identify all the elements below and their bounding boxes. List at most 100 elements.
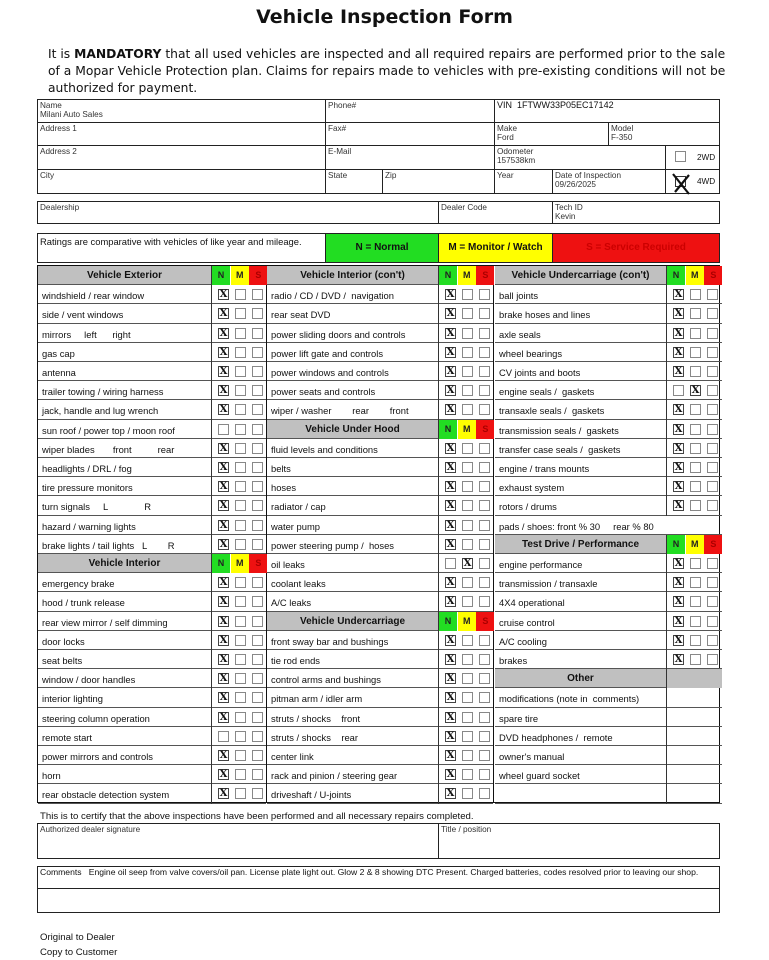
rating-checkbox-n[interactable]: X bbox=[445, 711, 456, 723]
rating-checkbox-m[interactable] bbox=[462, 654, 473, 665]
rating-checkbox-m[interactable] bbox=[462, 327, 473, 339]
rating-checkbox-m[interactable] bbox=[235, 730, 246, 742]
rating-checkbox-m[interactable] bbox=[235, 366, 246, 377]
rating-checkbox-s[interactable] bbox=[707, 404, 718, 416]
rating-checkbox-s[interactable] bbox=[252, 481, 263, 493]
rating-checkbox-n[interactable]: X bbox=[673, 327, 684, 339]
rating-checkbox-n[interactable]: X bbox=[673, 596, 684, 608]
rating-checkbox-m[interactable] bbox=[235, 481, 246, 493]
rating-checkbox-m[interactable] bbox=[462, 769, 473, 781]
rating-checkbox-n[interactable]: X bbox=[218, 308, 229, 320]
make-field[interactable]: Make Ford bbox=[494, 122, 609, 146]
signature-field[interactable]: Authorized dealer signature bbox=[37, 823, 439, 859]
rating-checkbox-m[interactable] bbox=[462, 634, 473, 646]
rating-checkbox-m[interactable] bbox=[462, 538, 473, 550]
rating-checkbox-n[interactable]: X bbox=[445, 750, 456, 761]
rating-checkbox-s[interactable] bbox=[252, 596, 263, 608]
rating-checkbox-n[interactable]: X bbox=[445, 519, 456, 531]
rating-checkbox-m[interactable] bbox=[690, 404, 701, 416]
state-field[interactable]: State bbox=[325, 169, 383, 194]
rating-checkbox-m[interactable] bbox=[462, 442, 473, 454]
rating-checkbox-m[interactable] bbox=[235, 462, 246, 473]
rating-checkbox-m[interactable] bbox=[235, 346, 246, 358]
address2-field[interactable]: Address 2 bbox=[37, 145, 326, 170]
rating-checkbox-s[interactable] bbox=[479, 500, 490, 512]
rating-checkbox-m[interactable] bbox=[235, 692, 246, 704]
rating-checkbox-m[interactable] bbox=[462, 462, 473, 473]
rating-checkbox-s[interactable] bbox=[252, 289, 263, 301]
rating-checkbox-m[interactable] bbox=[235, 519, 246, 531]
rating-checkbox-m[interactable] bbox=[690, 615, 701, 627]
rating-checkbox-n[interactable] bbox=[218, 423, 229, 435]
rating-checkbox-s[interactable] bbox=[252, 346, 263, 358]
rating-checkbox-m[interactable] bbox=[235, 615, 246, 627]
rating-checkbox-m[interactable] bbox=[235, 788, 246, 800]
rating-checkbox-n[interactable]: X bbox=[673, 577, 684, 589]
rating-checkbox-s[interactable] bbox=[252, 730, 263, 742]
4wd-option[interactable]: 4WD bbox=[665, 169, 720, 195]
rating-checkbox-s[interactable] bbox=[252, 634, 263, 646]
rating-checkbox-m[interactable] bbox=[235, 423, 246, 435]
rating-checkbox-m[interactable] bbox=[235, 634, 246, 646]
zip-field[interactable]: Zip bbox=[382, 169, 495, 194]
comments-field[interactable]: Comments Engine oil seep from valve cove… bbox=[37, 866, 720, 913]
email-field[interactable]: E-Mail bbox=[325, 145, 495, 170]
rating-checkbox-n[interactable]: X bbox=[218, 346, 229, 358]
rating-checkbox-n[interactable]: X bbox=[673, 558, 684, 569]
rating-checkbox-m[interactable] bbox=[690, 423, 701, 435]
rating-checkbox-m[interactable] bbox=[462, 711, 473, 723]
dealer-code-field[interactable]: Dealer Code bbox=[438, 201, 553, 224]
rating-checkbox-s[interactable] bbox=[707, 327, 718, 339]
rating-checkbox-s[interactable] bbox=[479, 558, 490, 569]
rating-checkbox-n[interactable]: X bbox=[673, 500, 684, 512]
fax-field[interactable]: Fax# bbox=[325, 122, 495, 146]
model-field[interactable]: Model F-350 bbox=[608, 122, 720, 146]
rating-checkbox-n[interactable]: X bbox=[445, 596, 456, 608]
rating-checkbox-m[interactable] bbox=[690, 366, 701, 377]
rating-checkbox-m[interactable] bbox=[462, 385, 473, 397]
address1-field[interactable]: Address 1 bbox=[37, 122, 326, 146]
rating-checkbox-s[interactable] bbox=[707, 385, 718, 397]
rating-checkbox-s[interactable] bbox=[252, 308, 263, 320]
rating-checkbox-n[interactable]: X bbox=[673, 634, 684, 646]
2wd-option[interactable]: 2WD bbox=[665, 145, 720, 170]
rating-checkbox-s[interactable] bbox=[707, 289, 718, 301]
rating-checkbox-s[interactable] bbox=[707, 346, 718, 358]
name-field[interactable]: Name Milani Auto Sales bbox=[37, 99, 326, 123]
rating-checkbox-m[interactable] bbox=[235, 308, 246, 320]
rating-checkbox-n[interactable]: X bbox=[445, 442, 456, 454]
rating-checkbox-n[interactable]: X bbox=[445, 769, 456, 781]
rating-checkbox-s[interactable] bbox=[707, 615, 718, 627]
rating-checkbox-m[interactable] bbox=[235, 289, 246, 301]
rating-checkbox-m[interactable] bbox=[690, 462, 701, 473]
rating-checkbox-n[interactable]: X bbox=[218, 538, 229, 550]
rating-checkbox-s[interactable] bbox=[707, 654, 718, 665]
rating-checkbox-s[interactable] bbox=[479, 673, 490, 685]
rating-checkbox-s[interactable] bbox=[252, 692, 263, 704]
rating-checkbox-s[interactable] bbox=[707, 481, 718, 493]
rating-checkbox-s[interactable] bbox=[479, 442, 490, 454]
rating-checkbox-s[interactable] bbox=[479, 289, 490, 301]
rating-checkbox-s[interactable] bbox=[479, 308, 490, 320]
rating-checkbox-n[interactable]: X bbox=[218, 615, 229, 627]
rating-checkbox-n[interactable]: X bbox=[673, 442, 684, 454]
rating-checkbox-m[interactable] bbox=[462, 692, 473, 704]
rating-checkbox-n[interactable]: X bbox=[673, 346, 684, 358]
rating-checkbox-m[interactable] bbox=[235, 596, 246, 608]
rating-checkbox-m[interactable] bbox=[690, 654, 701, 665]
rating-checkbox-n[interactable]: X bbox=[218, 673, 229, 685]
rating-checkbox-s[interactable] bbox=[479, 788, 490, 800]
rating-checkbox-m[interactable] bbox=[462, 404, 473, 416]
rating-checkbox-s[interactable] bbox=[252, 673, 263, 685]
rating-checkbox-n[interactable]: X bbox=[445, 289, 456, 301]
rating-checkbox-s[interactable] bbox=[252, 577, 263, 589]
rating-checkbox-m[interactable] bbox=[690, 558, 701, 569]
rating-checkbox-n[interactable]: X bbox=[218, 442, 229, 454]
rating-checkbox-n[interactable]: X bbox=[673, 404, 684, 416]
rating-checkbox-s[interactable] bbox=[479, 634, 490, 646]
rating-checkbox-s[interactable] bbox=[252, 500, 263, 512]
rating-checkbox-n[interactable]: X bbox=[218, 654, 229, 665]
rating-checkbox-m[interactable] bbox=[690, 289, 701, 301]
rating-checkbox-m[interactable]: X bbox=[462, 558, 473, 569]
rating-checkbox-n[interactable]: X bbox=[218, 596, 229, 608]
